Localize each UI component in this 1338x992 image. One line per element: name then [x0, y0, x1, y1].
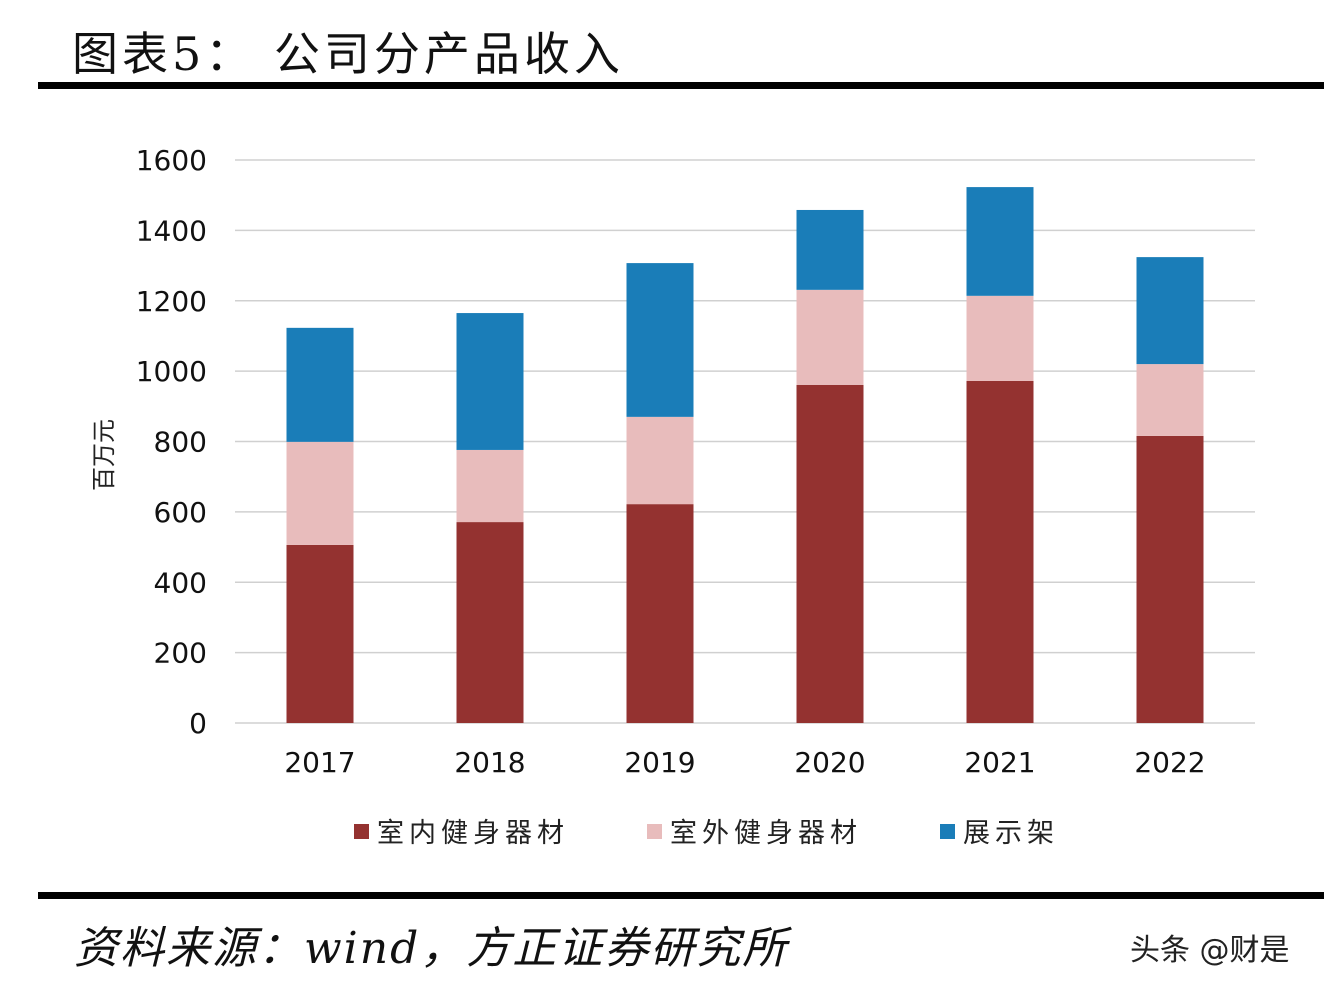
- y-tick-label: 0: [189, 707, 207, 740]
- legend-swatch: [647, 824, 662, 839]
- watermark: 头条 @财是: [1130, 933, 1290, 968]
- legend-swatch: [940, 824, 955, 839]
- top-rule: [38, 82, 1324, 89]
- y-tick-label: 1200: [136, 285, 207, 318]
- bar-segment: [1136, 435, 1204, 723]
- bar-segment: [966, 295, 1034, 381]
- bar-segment: [626, 504, 694, 723]
- bar-segment: [456, 449, 524, 523]
- y-tick-label: 800: [154, 426, 207, 459]
- bar-segment: [286, 441, 354, 545]
- y-tick-label: 200: [154, 637, 207, 670]
- bar-segment: [626, 416, 694, 505]
- bar-segment: [626, 263, 694, 417]
- bottom-rule: [38, 892, 1324, 899]
- x-tick-label: 2021: [964, 746, 1035, 779]
- y-tick-label: 1400: [136, 214, 207, 247]
- bar-segment: [796, 384, 864, 723]
- bar-segment: [796, 289, 864, 385]
- legend-swatch: [354, 824, 369, 839]
- figure-title: 图表5： 公司分产品收入: [72, 27, 624, 81]
- y-tick-label: 1000: [136, 355, 207, 388]
- x-tick-label: 2019: [624, 746, 695, 779]
- legend-label: 室外健身器材: [670, 818, 862, 849]
- y-tick-label: 600: [154, 496, 207, 529]
- legend-label: 展示架: [963, 818, 1059, 849]
- bar-segment: [796, 209, 864, 290]
- y-axis-label: 百万元: [90, 419, 118, 491]
- bar-segment: [456, 313, 524, 450]
- bar-segment: [286, 544, 354, 723]
- bar-segment: [966, 380, 1034, 723]
- bar-segment: [286, 327, 354, 442]
- bar-segment: [456, 522, 524, 723]
- y-tick-label: 1600: [136, 144, 207, 177]
- x-tick-label: 2017: [284, 746, 355, 779]
- x-tick-label: 2022: [1134, 746, 1205, 779]
- bar-segment: [1136, 257, 1204, 365]
- y-tick-label: 400: [154, 566, 207, 599]
- source-note: 资料来源：wind，方正证券研究所: [74, 923, 789, 974]
- x-tick-label: 2020: [794, 746, 865, 779]
- bar-segment: [1136, 364, 1204, 436]
- x-tick-label: 2018: [454, 746, 525, 779]
- legend-label: 室内健身器材: [377, 818, 569, 849]
- bar-segment: [966, 187, 1034, 296]
